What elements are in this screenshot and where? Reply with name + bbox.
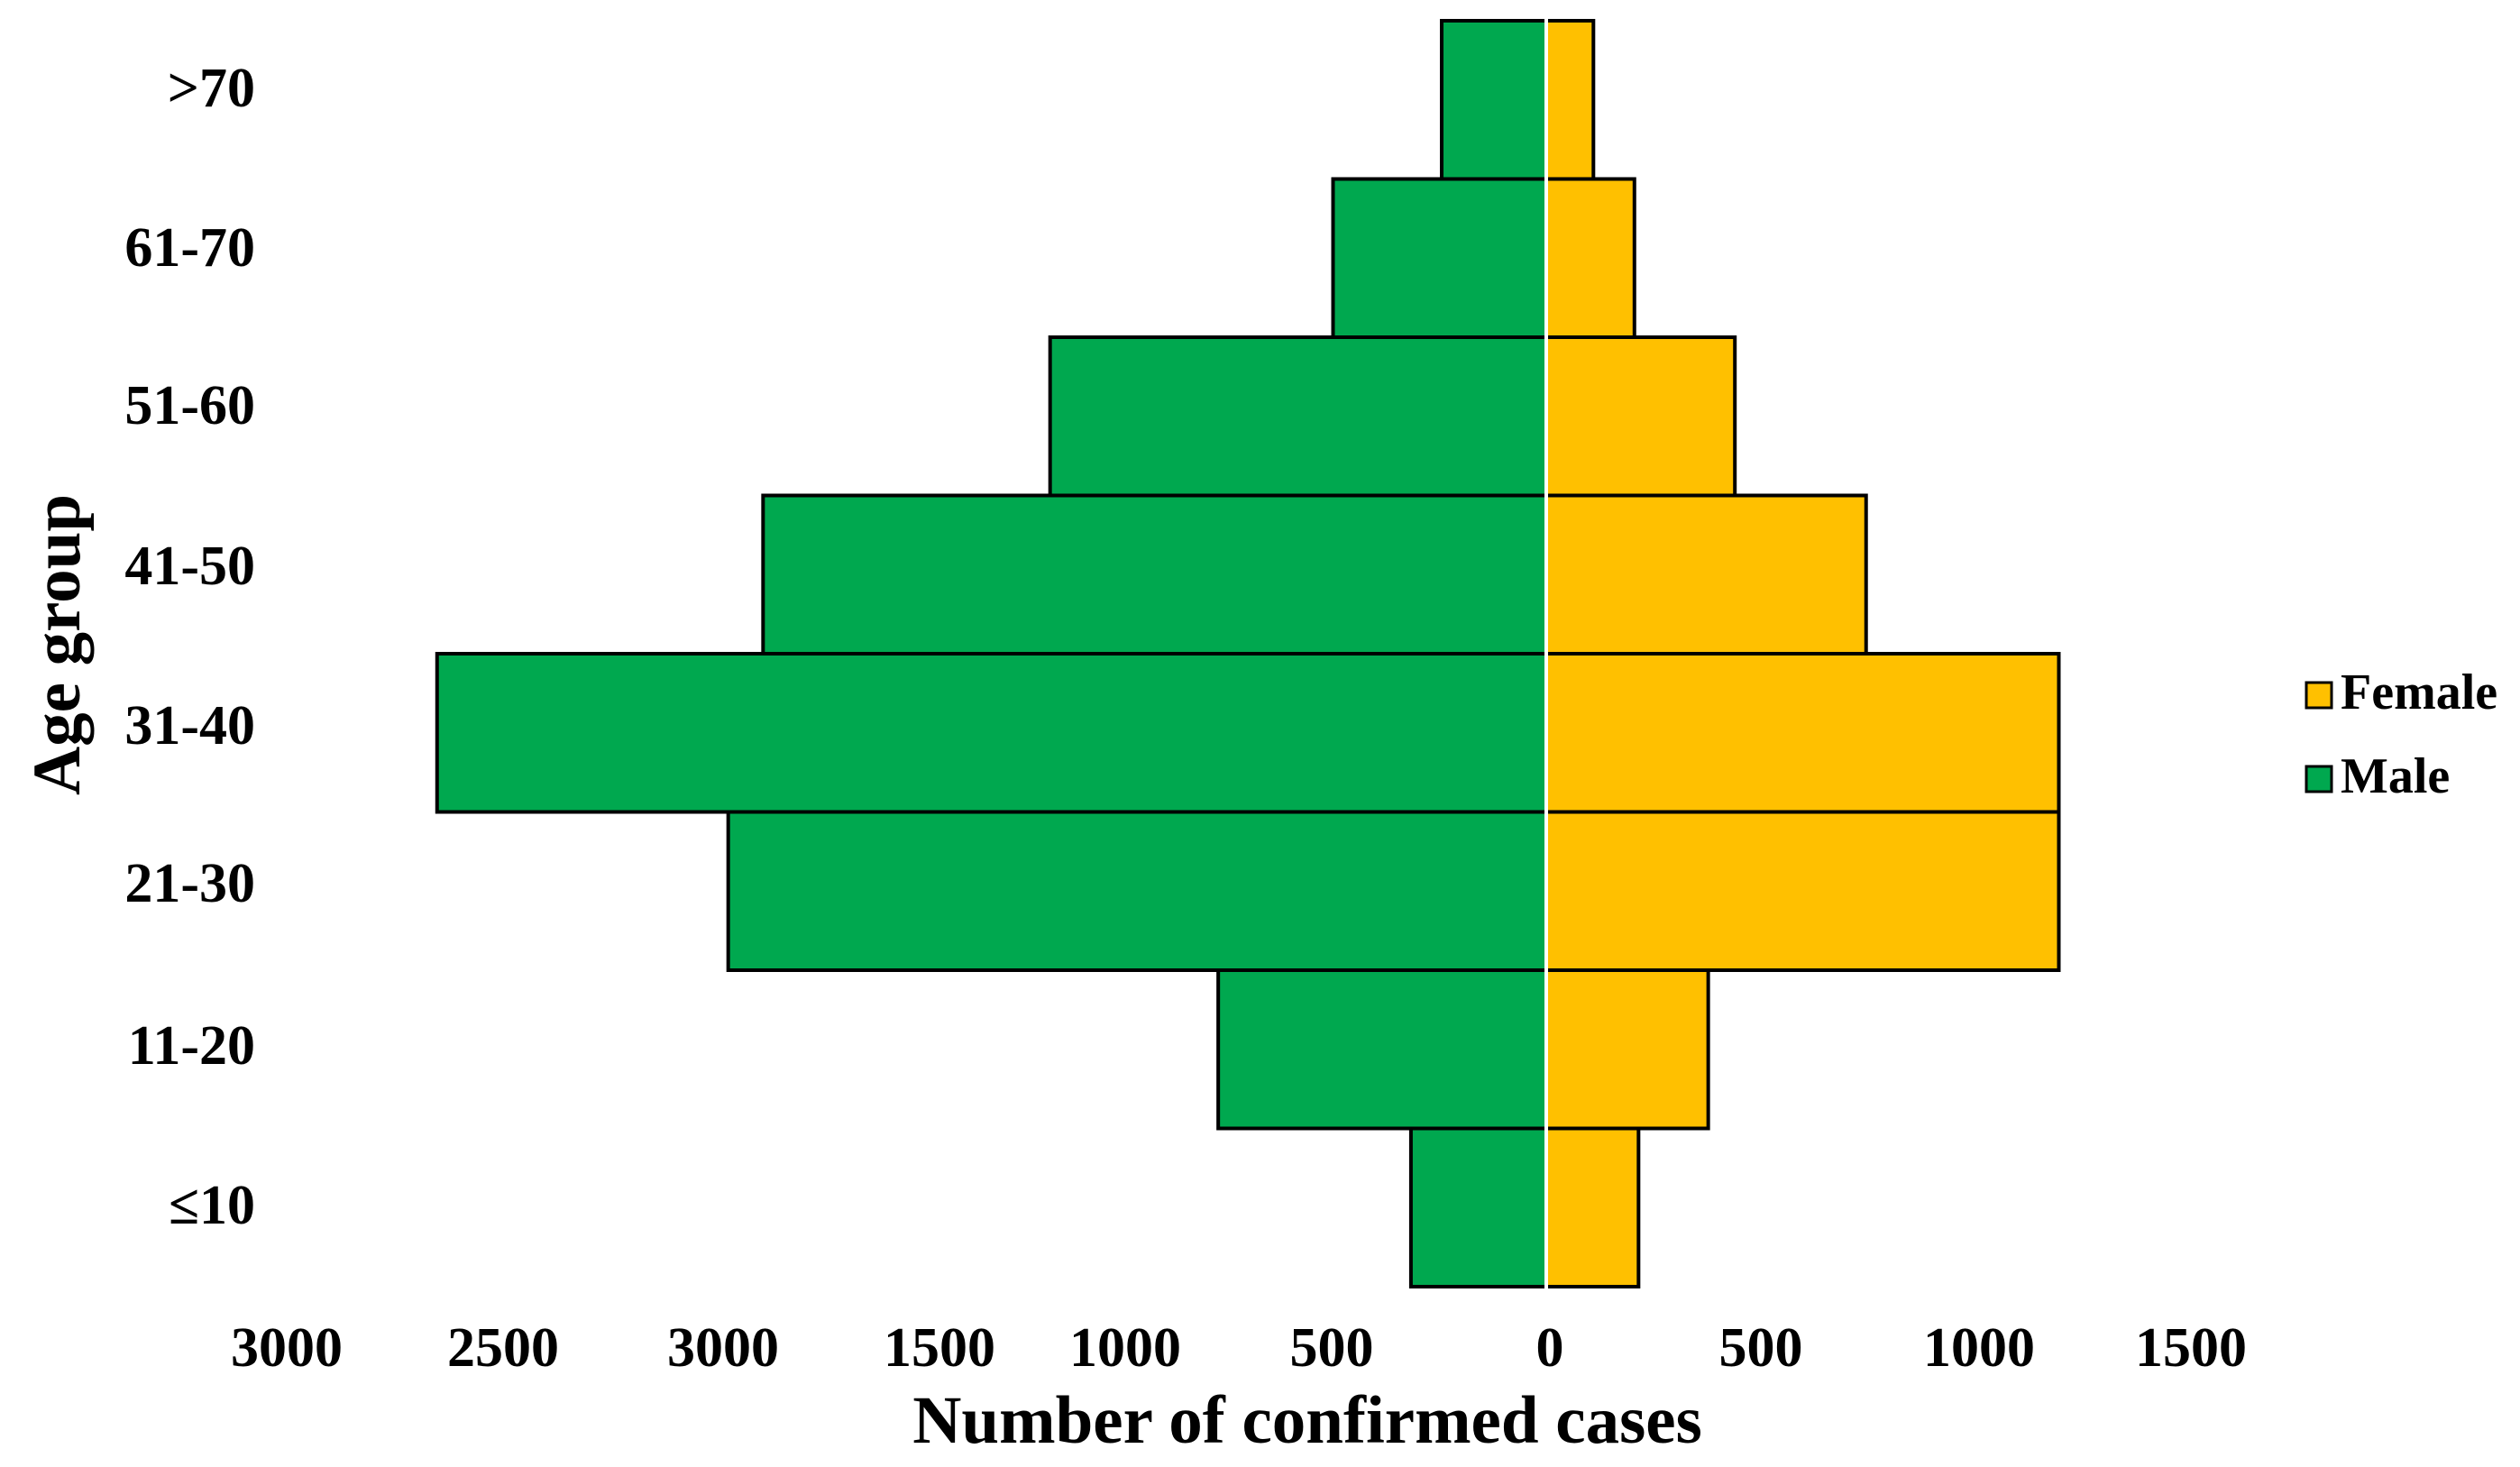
x-tick-label: 1000 — [1923, 1317, 2035, 1379]
bar-female-1120 — [1544, 968, 1710, 1131]
bar-male-4150 — [761, 493, 1548, 656]
x-tick-label: 2500 — [447, 1317, 559, 1379]
bar-female-4150 — [1544, 493, 1868, 656]
bar-female-2130 — [1544, 810, 2061, 972]
y-tick-label: 61-70 — [124, 217, 255, 279]
x-tick-labels: 3000 2500 3000 1500 1000 500 0 500 1000 1500 — [231, 1317, 2247, 1379]
x-tick-label: 3000 — [231, 1317, 343, 1379]
legend: Female Male — [2305, 665, 2497, 804]
y-tick-label: 51-60 — [124, 375, 255, 436]
x-tick-label: 0 — [1536, 1317, 1564, 1379]
x-tick-label: 500 — [1290, 1317, 1374, 1379]
legend-label-female: Female — [2341, 665, 2497, 720]
bar-male-3140 — [435, 652, 1548, 814]
bars-group — [435, 19, 2061, 1288]
y-axis-title: Age group — [20, 494, 95, 795]
x-tick-label: 1000 — [1069, 1317, 1181, 1379]
y-tick-label: ≤10 — [169, 1175, 255, 1236]
bar-male-2130 — [726, 810, 1548, 972]
y-tick-label: >70 — [168, 58, 255, 119]
x-tick-label: 1500 — [2135, 1317, 2247, 1379]
y-tick-label: 41-50 — [124, 536, 255, 597]
y-tick-labels: ≤10 11-20 21-30 31-40 41-50 51-60 61-70 >70 — [124, 58, 255, 1236]
bar-male-70 — [1440, 19, 1548, 181]
bar-female-70 — [1544, 19, 1596, 181]
bar-male-5160 — [1048, 335, 1548, 498]
x-axis-title: Number of confirmed cases — [912, 1383, 1702, 1458]
bar-female-3140 — [1544, 652, 2061, 814]
bar-female-5160 — [1544, 335, 1737, 498]
legend-label-male: Male — [2341, 748, 2450, 804]
x-tick-label: 1500 — [884, 1317, 995, 1379]
bar-male-10 — [1408, 1126, 1549, 1288]
bar-female-6170 — [1544, 177, 1636, 339]
y-tick-label: 21-30 — [124, 853, 255, 914]
y-tick-label: 31-40 — [124, 695, 255, 756]
x-tick-label: 500 — [1719, 1317, 1803, 1379]
bar-male-6170 — [1331, 177, 1549, 339]
bar-male-1120 — [1216, 968, 1549, 1131]
y-tick-label: 11-20 — [128, 1015, 255, 1077]
x-tick-label: 3000 — [667, 1317, 779, 1379]
legend-swatch-female — [2305, 681, 2333, 710]
legend-swatch-male — [2305, 765, 2333, 793]
bar-female-10 — [1544, 1126, 1641, 1288]
